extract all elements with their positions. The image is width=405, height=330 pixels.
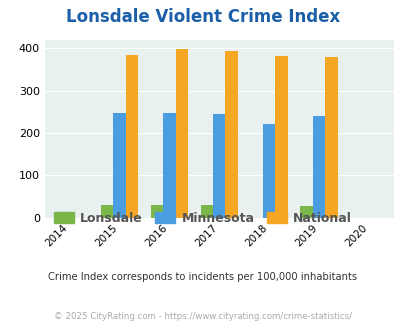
Bar — [213, 114, 225, 218]
Bar — [300, 206, 312, 218]
Text: Lonsdale Violent Crime Index: Lonsdale Violent Crime Index — [66, 8, 339, 26]
Bar — [126, 55, 138, 218]
Bar — [113, 114, 126, 218]
Legend: Lonsdale, Minnesota, National: Lonsdale, Minnesota, National — [49, 207, 356, 230]
Bar — [200, 205, 213, 218]
Text: © 2025 CityRating.com - https://www.cityrating.com/crime-statistics/: © 2025 CityRating.com - https://www.city… — [54, 312, 351, 321]
Bar — [163, 113, 175, 218]
Bar — [312, 116, 324, 218]
Bar — [262, 124, 275, 218]
Bar — [225, 50, 237, 218]
Bar — [275, 56, 287, 218]
Bar — [324, 57, 337, 218]
Bar — [100, 205, 113, 218]
Bar — [150, 205, 163, 218]
Text: Crime Index corresponds to incidents per 100,000 inhabitants: Crime Index corresponds to incidents per… — [48, 272, 357, 282]
Bar — [175, 49, 188, 218]
